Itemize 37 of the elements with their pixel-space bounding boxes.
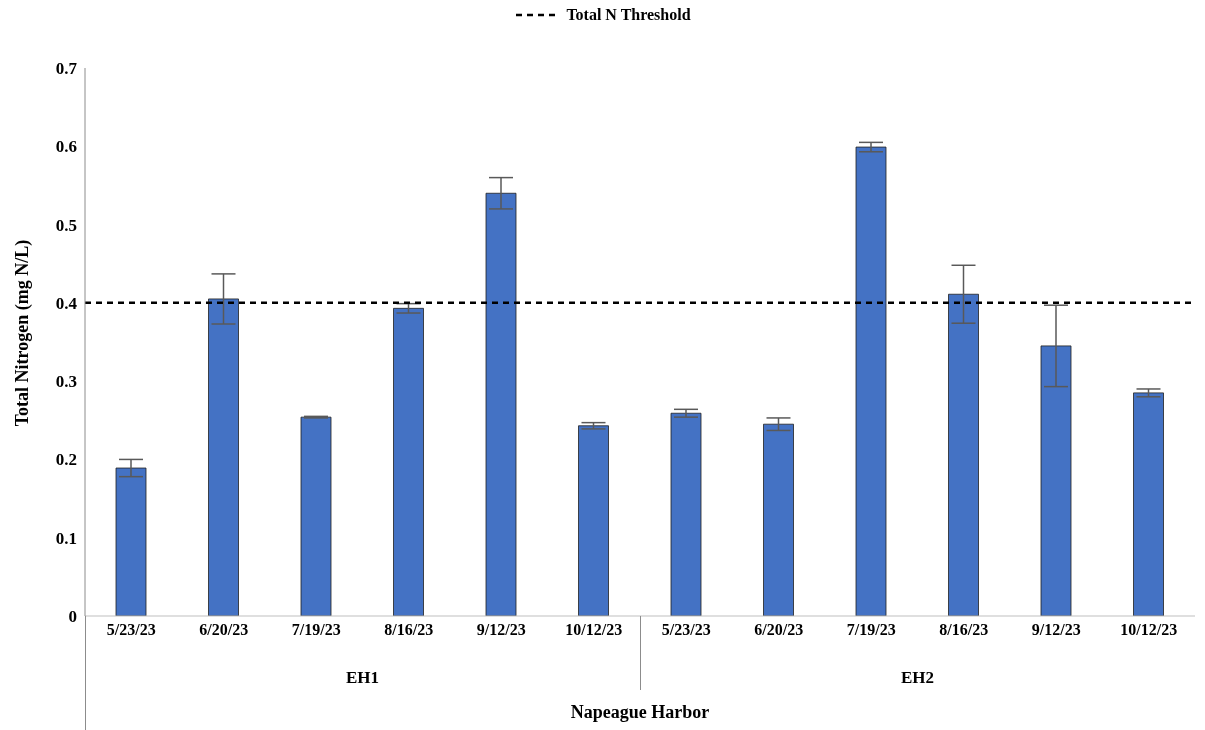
x-tick-label: 7/19/23 (846, 621, 896, 639)
bar (1040, 345, 1072, 616)
x-tick-label: 5/23/23 (661, 621, 711, 639)
y-tick-label: 0.3 (55, 372, 77, 392)
bar (300, 416, 332, 616)
bar (208, 298, 239, 616)
y-tick-label: 0 (68, 607, 77, 627)
bar (393, 307, 424, 616)
x-tick-label: 6/20/23 (754, 621, 804, 639)
y-tick-label: 0.5 (55, 215, 77, 235)
y-axis-title: Total Nitrogen (mg N/L) (11, 239, 33, 427)
bar (948, 293, 979, 616)
y-tick-label: 0.1 (55, 528, 77, 548)
legend-label: Total N Threshold (566, 6, 691, 24)
x-tick-label: 9/12/23 (1031, 621, 1081, 639)
y-tick-label: 0.4 (55, 293, 78, 313)
x-tick-label: 8/16/23 (939, 621, 989, 639)
y-tick-label: 0.7 (55, 59, 78, 79)
bar (115, 467, 147, 616)
y-tick-label: 0.2 (55, 450, 77, 470)
bar (578, 425, 609, 616)
bar (1133, 392, 1164, 616)
x-tick-label: 5/23/23 (106, 621, 156, 639)
y-tick-label: 0.6 (55, 137, 77, 157)
x-tick-label: 7/19/23 (291, 621, 341, 639)
text: EH1 (345, 668, 380, 688)
x-tick-label: 10/12/23 (565, 621, 623, 639)
x-tick-label: 6/20/23 (199, 621, 249, 639)
bar (485, 192, 517, 616)
bar (763, 423, 794, 616)
text: EH2 (900, 668, 935, 688)
x-axis-title: Napeague Harbor (570, 702, 710, 723)
x-tick-label: 10/12/23 (1120, 621, 1178, 639)
bar (855, 146, 887, 616)
bar (670, 412, 702, 616)
x-tick-label: 9/12/23 (476, 621, 526, 639)
x-tick-label: 8/16/23 (384, 621, 434, 639)
